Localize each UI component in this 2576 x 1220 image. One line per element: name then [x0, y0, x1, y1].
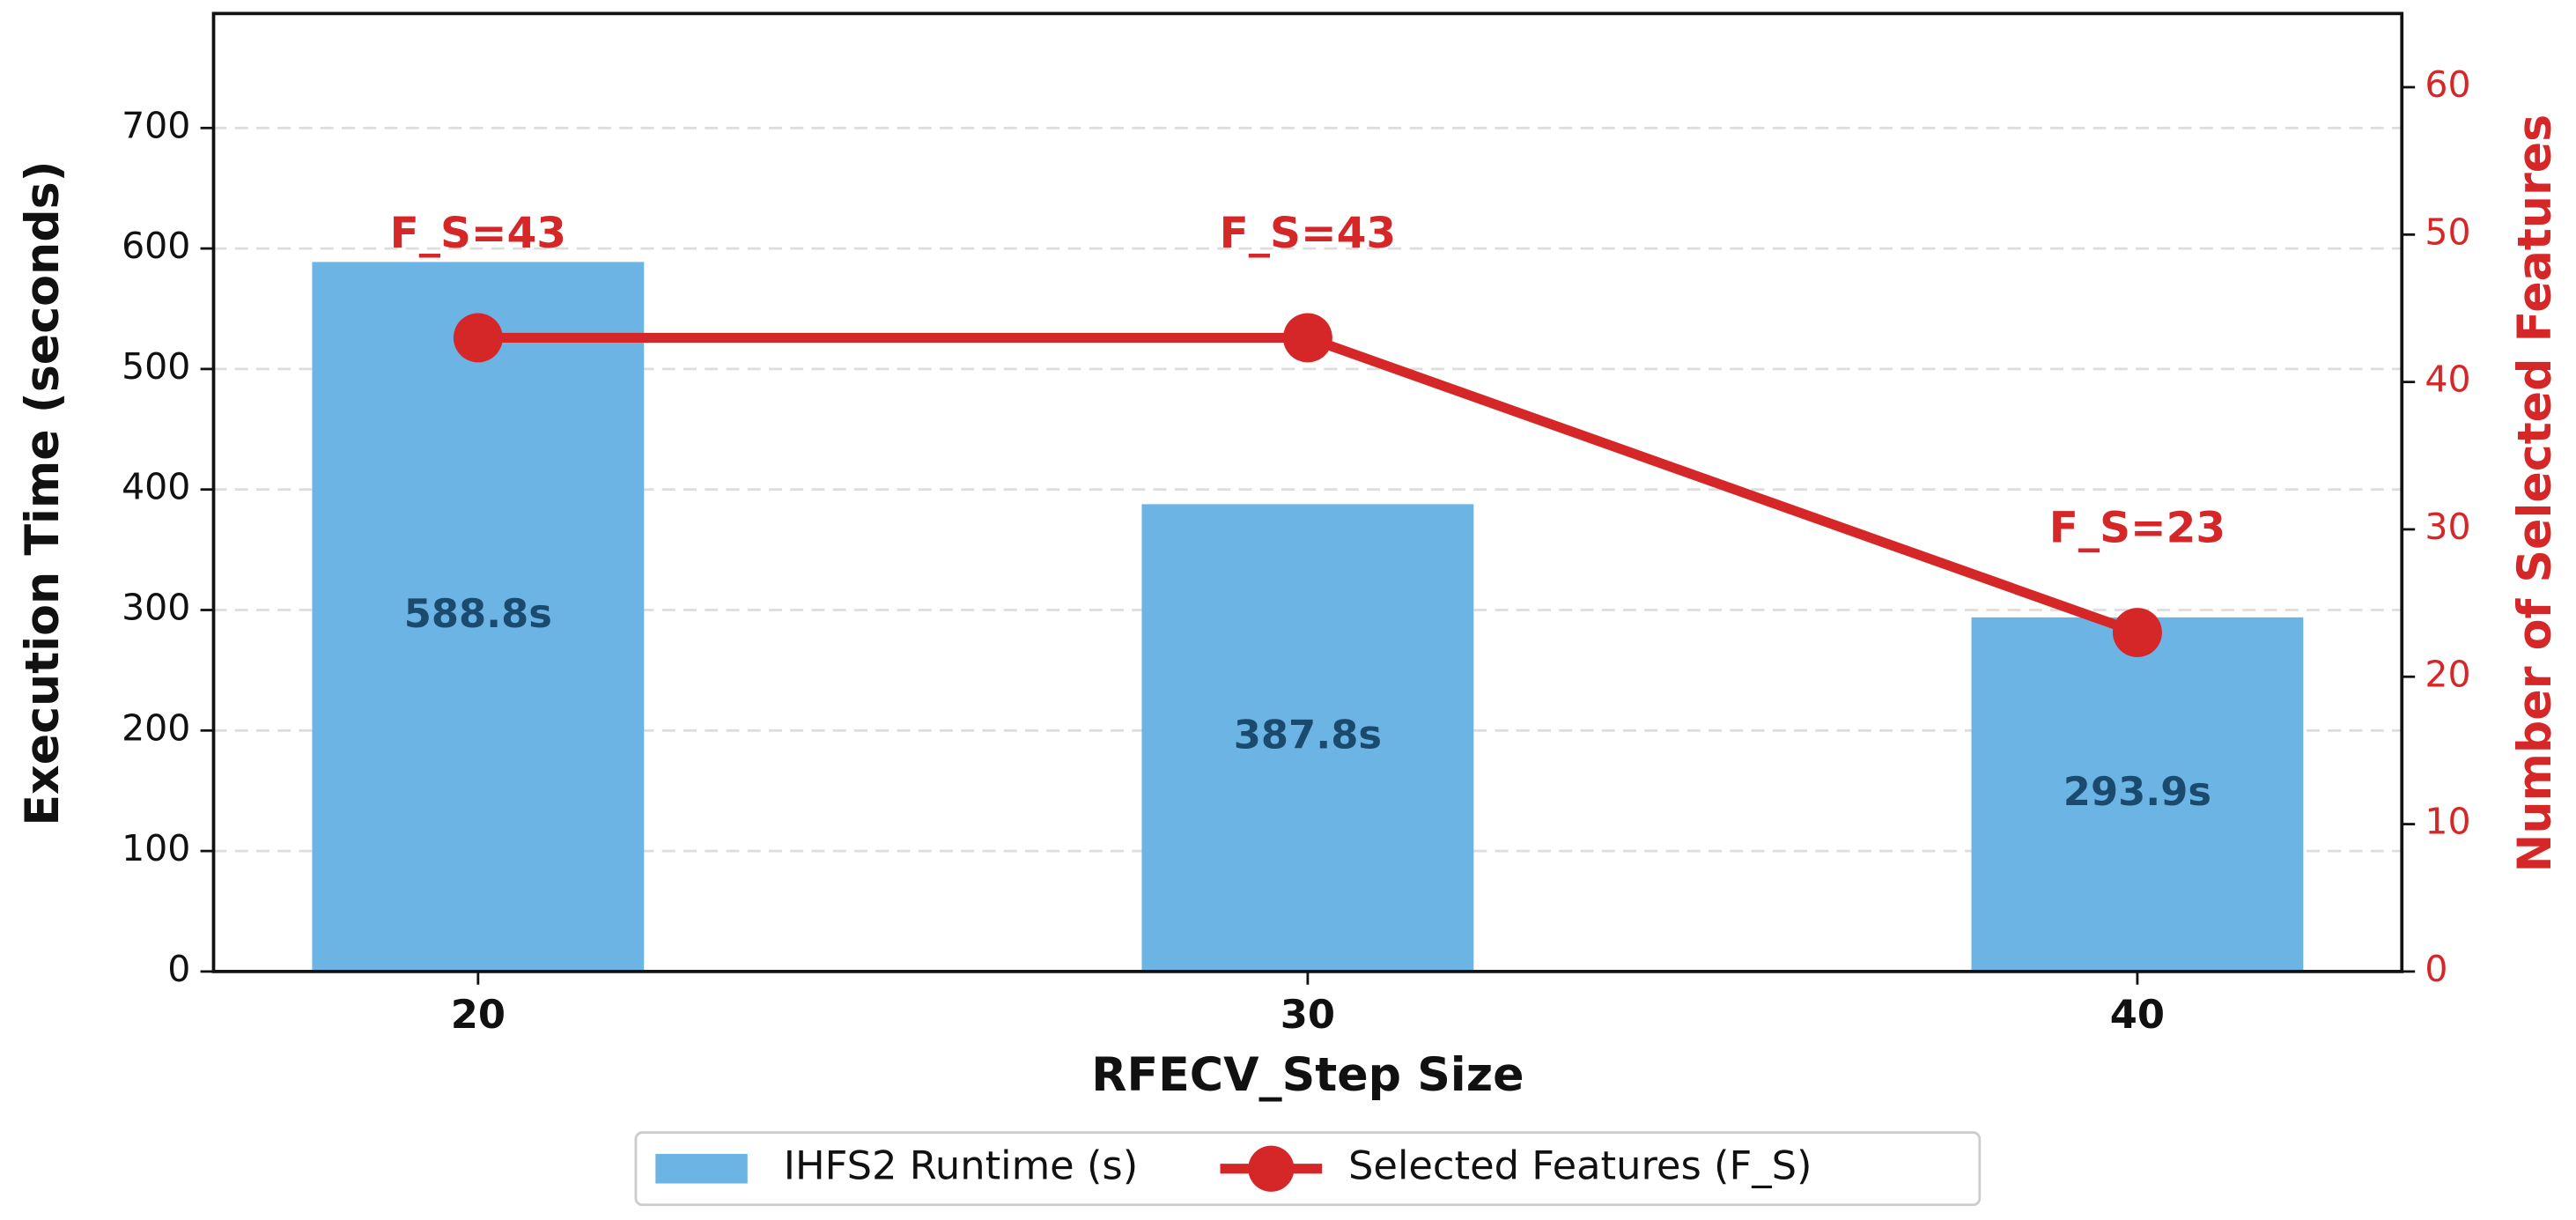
y2-tick-label: 50 [2425, 211, 2470, 253]
line-value-label: F_S=43 [390, 209, 566, 258]
y2-tick-label: 40 [2425, 359, 2470, 401]
y2-tick-label: 10 [2425, 801, 2470, 843]
bar [1141, 504, 1474, 972]
y2-tick-label: 30 [2425, 506, 2470, 548]
bar [312, 262, 645, 972]
legend-label: Selected Features (F_S) [1348, 1142, 1812, 1189]
y2-axis-label: Number of Selected Features [2509, 115, 2562, 873]
y-tick-label: 100 [122, 827, 190, 869]
bar-value-label: 387.8s [1234, 712, 1382, 758]
y-tick-label: 700 [122, 104, 190, 146]
legend-marker [1248, 1145, 1295, 1192]
legend-swatch [655, 1153, 748, 1184]
bar [1971, 617, 2304, 972]
y2-tick-label: 60 [2425, 63, 2470, 106]
y-tick-label: 0 [167, 948, 190, 990]
line-marker [2112, 608, 2162, 658]
x-tick-label: 30 [1281, 991, 1335, 1038]
x-tick-label: 40 [2110, 991, 2165, 1038]
line-value-label: F_S=23 [2049, 503, 2225, 552]
y-axis-label: Execution Time (seconds) [17, 160, 70, 825]
y-tick-label: 600 [122, 225, 190, 267]
y2-tick-label: 0 [2425, 948, 2447, 990]
legend: IHFS2 Runtime (s) Selected Features (F_S) [634, 1131, 1982, 1207]
line-marker [1282, 313, 1332, 363]
y-tick-label: 200 [122, 706, 190, 749]
y-tick-label: 300 [122, 587, 190, 629]
plot-frame [211, 11, 2404, 973]
line-marker [453, 313, 503, 363]
y-tick-label: 500 [122, 345, 190, 388]
y2-tick-label: 20 [2425, 653, 2470, 695]
x-tick-label: 20 [451, 991, 506, 1038]
line-value-label: F_S=43 [1220, 209, 1396, 258]
bar-value-label: 293.9s [2063, 768, 2211, 815]
legend-label: IHFS2 Runtime (s) [784, 1142, 1138, 1189]
x-axis-label: RFECV_Step Size [1091, 1049, 1524, 1102]
y-tick-label: 400 [122, 466, 190, 508]
bar-value-label: 588.8s [404, 590, 552, 637]
